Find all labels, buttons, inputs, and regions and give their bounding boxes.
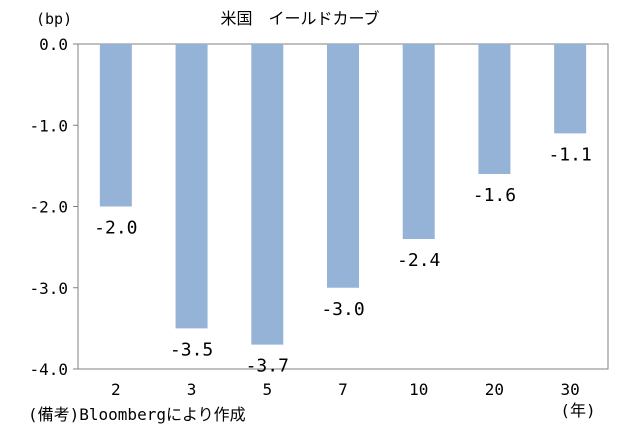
bar-2 xyxy=(99,44,132,207)
bar-3 xyxy=(175,44,208,329)
x-tick-label: 10 xyxy=(409,380,428,399)
data-label-2: -2.0 xyxy=(94,218,137,239)
bar-7 xyxy=(327,44,359,288)
y-tick-label: -2.0 xyxy=(29,198,68,217)
bar-5 xyxy=(251,44,284,345)
chart-title: 米国 イールドカーブ xyxy=(220,9,379,28)
data-labels-layer: -2.0 -3.5 -3.7 -3.0 -2.4 -1.6 -1.1 xyxy=(94,144,592,376)
bar-30 xyxy=(554,44,587,134)
y-tick-label: 0.0 xyxy=(39,35,68,54)
y-axis-unit-label: (bp) xyxy=(36,10,72,28)
y-tick-label: -1.0 xyxy=(29,116,68,135)
x-tick-label: 5 xyxy=(262,380,272,399)
data-label-30: -1.1 xyxy=(548,144,591,165)
data-label-7: -3.0 xyxy=(321,299,364,320)
source-note: (備考)Bloombergにより作成 xyxy=(28,405,246,424)
bars-layer xyxy=(99,44,587,345)
bar-10 xyxy=(402,44,435,239)
x-tick-label: 20 xyxy=(485,380,504,399)
x-tick-label: 30 xyxy=(561,380,580,399)
data-label-10: -2.4 xyxy=(397,250,440,271)
data-label-5: -3.7 xyxy=(246,356,289,377)
x-axis-unit-label: (年) xyxy=(560,401,595,420)
y-tick-label: -4.0 xyxy=(29,360,68,379)
y-tick-label: -3.0 xyxy=(29,279,68,298)
data-label-3: -3.5 xyxy=(170,339,213,360)
x-axis: 2 3 5 7 10 20 30 xyxy=(111,380,580,399)
x-tick-label: 2 xyxy=(111,380,121,399)
y-axis: 0.0 -1.0 -2.0 -3.0 -4.0 xyxy=(29,35,78,379)
data-label-20: -1.6 xyxy=(473,185,516,206)
bar-20 xyxy=(478,44,511,174)
x-tick-label: 7 xyxy=(338,380,348,399)
x-tick-label: 3 xyxy=(187,380,197,399)
